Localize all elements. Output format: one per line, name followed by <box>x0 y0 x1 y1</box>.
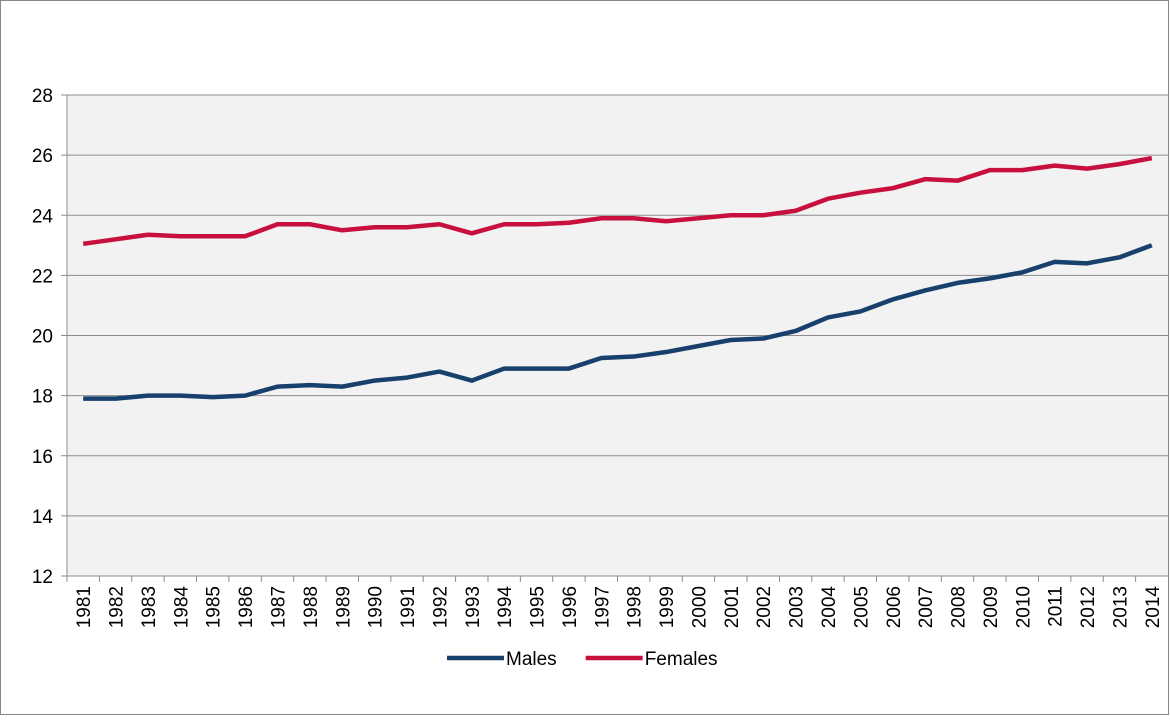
x-tick-label: 1983 <box>139 586 160 628</box>
x-tick-label: 1988 <box>301 586 322 628</box>
x-tick-label: 1998 <box>625 586 646 628</box>
legend-label: Females <box>645 649 718 670</box>
x-tick-label: 1997 <box>592 586 613 628</box>
x-tick-label: 2001 <box>722 586 743 628</box>
x-tick-label: 1981 <box>74 586 95 628</box>
x-tick-label: 2011 <box>1046 586 1067 627</box>
y-tick-label: 28 <box>32 86 53 107</box>
x-tick-label: 1992 <box>430 586 451 628</box>
x-tick-label: 1985 <box>204 586 225 628</box>
x-tick-label: 2002 <box>754 586 775 628</box>
y-tick-label: 18 <box>32 387 53 408</box>
x-tick-label: 2014 <box>1143 586 1164 629</box>
series-line <box>83 243 1153 401</box>
x-tick-label: 2007 <box>916 586 937 628</box>
x-tick-label: 2012 <box>1078 586 1099 628</box>
y-tick-label: 16 <box>32 447 53 468</box>
series-line <box>82 155 1153 247</box>
y-tick-label: 24 <box>32 206 54 227</box>
x-tick-label: 1991 <box>398 586 419 628</box>
x-tick-label: 2009 <box>981 586 1002 628</box>
x-tick-label: 1982 <box>107 586 128 628</box>
x-tick-label: 1987 <box>268 586 289 628</box>
y-tick-label: 20 <box>32 327 53 348</box>
x-tick-label: 2004 <box>819 586 840 629</box>
x-tick-label: 2003 <box>787 586 808 628</box>
x-tick-label: 1994 <box>495 586 516 629</box>
x-tick-label: 1999 <box>657 586 678 628</box>
x-tick-label: 2005 <box>851 586 872 628</box>
y-tick-label: 14 <box>32 507 54 528</box>
x-tick-label: 1995 <box>528 586 549 628</box>
x-tick-label: 1996 <box>560 586 581 628</box>
x-tick-label: 2010 <box>1013 586 1034 628</box>
y-tick-label: 22 <box>32 266 53 287</box>
x-tick-label: 2013 <box>1110 586 1131 628</box>
y-tick-label: 26 <box>32 146 53 167</box>
legend-label: Males <box>506 649 557 670</box>
x-tick-label: 2000 <box>689 586 710 628</box>
y-tick-label: 12 <box>32 567 53 588</box>
x-tick-label: 1986 <box>236 586 257 628</box>
x-tick-label: 2008 <box>949 586 970 628</box>
x-tick-label: 2006 <box>884 586 905 628</box>
x-tick-label: 1990 <box>366 586 387 628</box>
x-tick-label: 1993 <box>463 586 484 628</box>
x-tick-label: 1984 <box>171 586 192 629</box>
x-tick-label: 1989 <box>333 586 354 628</box>
